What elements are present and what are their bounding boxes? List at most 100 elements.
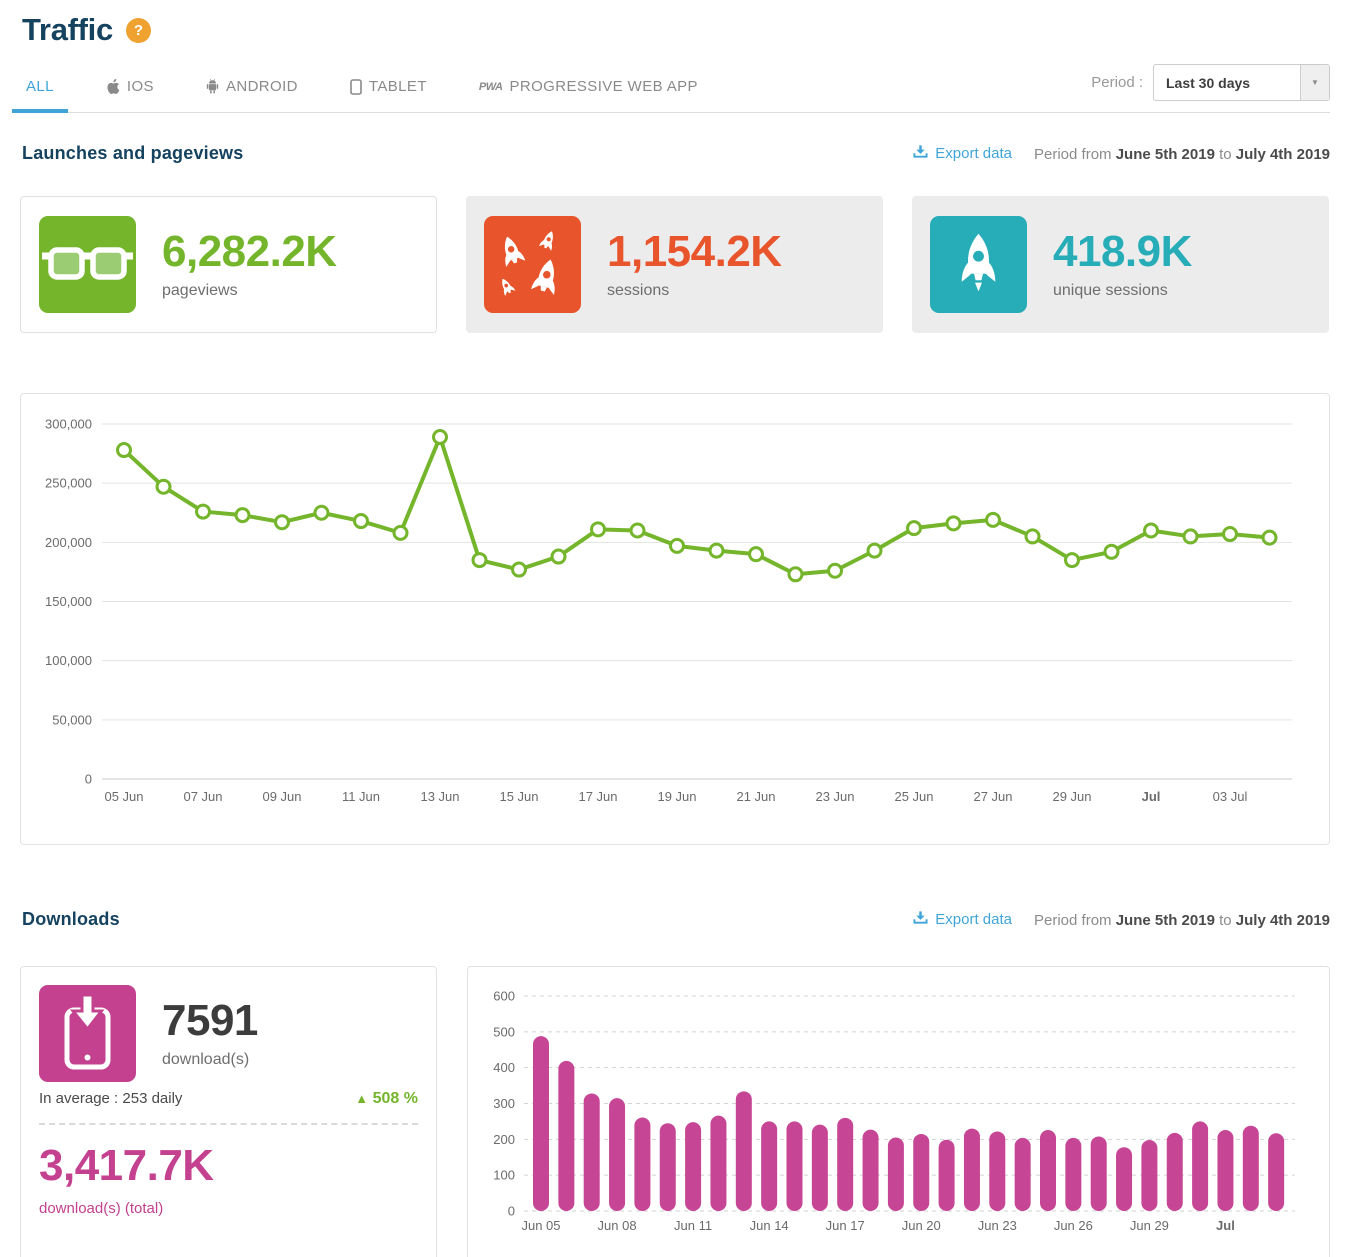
bar[interactable]	[1192, 1121, 1209, 1211]
bar[interactable]	[1141, 1140, 1158, 1211]
rockets-icon	[484, 216, 581, 313]
bar[interactable]	[685, 1122, 702, 1211]
line-point[interactable]	[234, 507, 251, 524]
line-point[interactable]	[945, 515, 962, 532]
x-tick-label: Jul	[1216, 1218, 1235, 1233]
bar[interactable]	[735, 1091, 752, 1211]
export-data-button[interactable]: Export data	[913, 910, 1012, 929]
bar[interactable]	[1242, 1125, 1259, 1211]
line-point[interactable]	[1143, 522, 1159, 539]
period-range: Period from June 5th 2019 to July 4th 20…	[1034, 912, 1330, 929]
y-tick-label: 500	[493, 1024, 515, 1039]
line-point[interactable]	[155, 478, 172, 495]
x-tick-label: 27 Jun	[973, 789, 1012, 804]
bar[interactable]	[862, 1129, 879, 1211]
chevron-down-icon[interactable]: ▼	[1300, 65, 1329, 100]
stat-label: unique sessions	[1053, 281, 1168, 299]
bar[interactable]	[887, 1137, 904, 1211]
bar[interactable]	[1217, 1130, 1234, 1211]
line-point[interactable]	[827, 562, 843, 579]
x-tick-label: Jun 14	[750, 1218, 789, 1233]
x-tick-label: Jul	[1142, 789, 1161, 804]
line-point[interactable]	[590, 521, 606, 538]
bar[interactable]	[938, 1139, 955, 1211]
page-header: Traffic ?	[22, 12, 151, 48]
tab-all[interactable]: ALL	[12, 78, 68, 113]
bar[interactable]	[1116, 1147, 1133, 1211]
tab-label: ANDROID	[225, 78, 298, 95]
line-point[interactable]	[1222, 526, 1238, 543]
x-tick-label: Jun 26	[1054, 1218, 1093, 1233]
help-icon[interactable]: ?	[125, 17, 151, 43]
tab-android[interactable]: ANDROID	[202, 78, 302, 112]
bar[interactable]	[1014, 1137, 1031, 1211]
bar[interactable]	[1065, 1137, 1082, 1211]
downloads-bar-chart: 0 100 200 300 400 500 600 Jun 05 Jun 08 Jun 11 Jun…	[493, 989, 1295, 1233]
line-point[interactable]	[432, 429, 448, 446]
stat-cards: 6,282.2K pageviews	[20, 196, 1329, 333]
x-tick-label: 15 Jun	[499, 789, 538, 804]
tab-tablet[interactable]: TABLET	[346, 78, 431, 112]
line-point[interactable]	[1261, 529, 1278, 546]
line-point[interactable]	[669, 537, 685, 554]
period-control: Period : Last 30 days ▼	[1091, 64, 1330, 101]
bar[interactable]	[609, 1098, 626, 1211]
bar[interactable]	[963, 1128, 980, 1211]
line-point[interactable]	[116, 442, 132, 459]
line-point[interactable]	[471, 552, 488, 569]
line-point[interactable]	[1024, 528, 1041, 545]
line-point[interactable]	[787, 566, 804, 583]
bar[interactable]	[913, 1133, 930, 1211]
line-point[interactable]	[1103, 543, 1120, 560]
bar[interactable]	[811, 1124, 828, 1211]
bar[interactable]	[786, 1121, 803, 1211]
line-point[interactable]	[866, 542, 883, 559]
downloads-section-header: Downloads Export data Period from June 5…	[22, 909, 1330, 930]
line-point[interactable]	[985, 511, 1001, 528]
line-point[interactable]	[511, 561, 527, 578]
x-tick-label: 21 Jun	[736, 789, 775, 804]
line-point[interactable]	[195, 503, 211, 520]
line-point[interactable]	[353, 513, 369, 530]
bar[interactable]	[659, 1123, 676, 1211]
y-tick-label: 50,000	[52, 712, 92, 727]
bar[interactable]	[583, 1093, 600, 1211]
line-point[interactable]	[629, 522, 646, 539]
tablet-icon	[350, 78, 362, 95]
bar[interactable]	[710, 1115, 727, 1211]
tab-ios[interactable]: IOS	[102, 78, 158, 112]
bar[interactable]	[837, 1117, 854, 1211]
bar[interactable]	[558, 1060, 575, 1211]
bar[interactable]	[989, 1131, 1006, 1211]
bar[interactable]	[1090, 1136, 1107, 1211]
period-dropdown[interactable]: Last 30 days ▼	[1153, 64, 1330, 101]
bar[interactable]	[533, 1036, 549, 1211]
period-label: Period :	[1091, 74, 1143, 91]
line-point[interactable]	[392, 524, 409, 541]
line-point[interactable]	[274, 514, 290, 531]
downloads-bar-chart-panel: 0 100 200 300 400 500 600 Jun 05 Jun 08 Jun 11 Jun…	[467, 966, 1330, 1257]
bar[interactable]	[1268, 1133, 1285, 1211]
y-tick-label: 100,000	[45, 653, 92, 668]
y-tick-label: 0	[85, 772, 92, 787]
line-point[interactable]	[906, 520, 922, 537]
export-data-button[interactable]: Export data	[913, 144, 1012, 163]
downloads-label: download(s)	[162, 1050, 250, 1068]
line-point[interactable]	[1064, 552, 1080, 569]
line-point[interactable]	[550, 548, 567, 565]
launches-line-chart: 0 50,000 100,000 150,000 200,000 250,000 300,0…	[45, 417, 1292, 804]
bar[interactable]	[761, 1121, 778, 1211]
line-point[interactable]	[1182, 528, 1199, 545]
rocket-icon	[930, 216, 1027, 313]
line-point[interactable]	[748, 546, 764, 563]
line-point[interactable]	[313, 504, 330, 521]
bar[interactable]	[1166, 1132, 1183, 1211]
line-point[interactable]	[708, 542, 725, 559]
y-tick-label: 0	[508, 1204, 515, 1219]
bar[interactable]	[634, 1117, 651, 1211]
bar[interactable]	[1040, 1130, 1056, 1211]
y-tick-label: 100	[493, 1168, 515, 1183]
x-tick-label: 19 Jun	[657, 789, 696, 804]
tab-pwa[interactable]: PWA PROGRESSIVE WEB APP	[475, 78, 702, 112]
android-icon	[206, 78, 219, 95]
